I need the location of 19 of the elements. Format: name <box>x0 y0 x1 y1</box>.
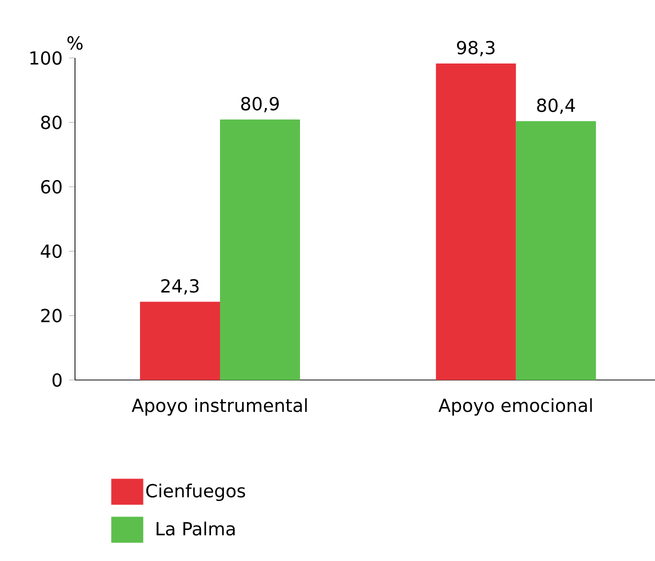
data-label: 80,9 <box>241 96 279 112</box>
y-tick-label: 20 <box>41 308 62 322</box>
bar <box>140 302 220 380</box>
y-tick-label: 100 <box>30 51 62 65</box>
x-tick-label: Apoyo instrumental <box>132 398 307 416</box>
bar <box>516 121 596 380</box>
y-tick-label: 80 <box>41 116 62 130</box>
x-tick-label: Apoyo emocional <box>438 398 592 416</box>
data-label: 98,3 <box>457 40 495 56</box>
bar <box>436 63 516 380</box>
y-tick-label: 40 <box>40 244 62 258</box>
y-tick-label: 60 <box>41 180 62 194</box>
legend-label: Cienfuegos <box>146 484 246 502</box>
legend-label: La Palma <box>156 522 235 536</box>
data-label: 80,4 <box>537 98 575 114</box>
bar <box>220 120 300 380</box>
data-label: 24,3 <box>161 279 199 295</box>
y-axis-title: % <box>67 36 83 50</box>
y-tick-label: 0 <box>52 373 62 387</box>
